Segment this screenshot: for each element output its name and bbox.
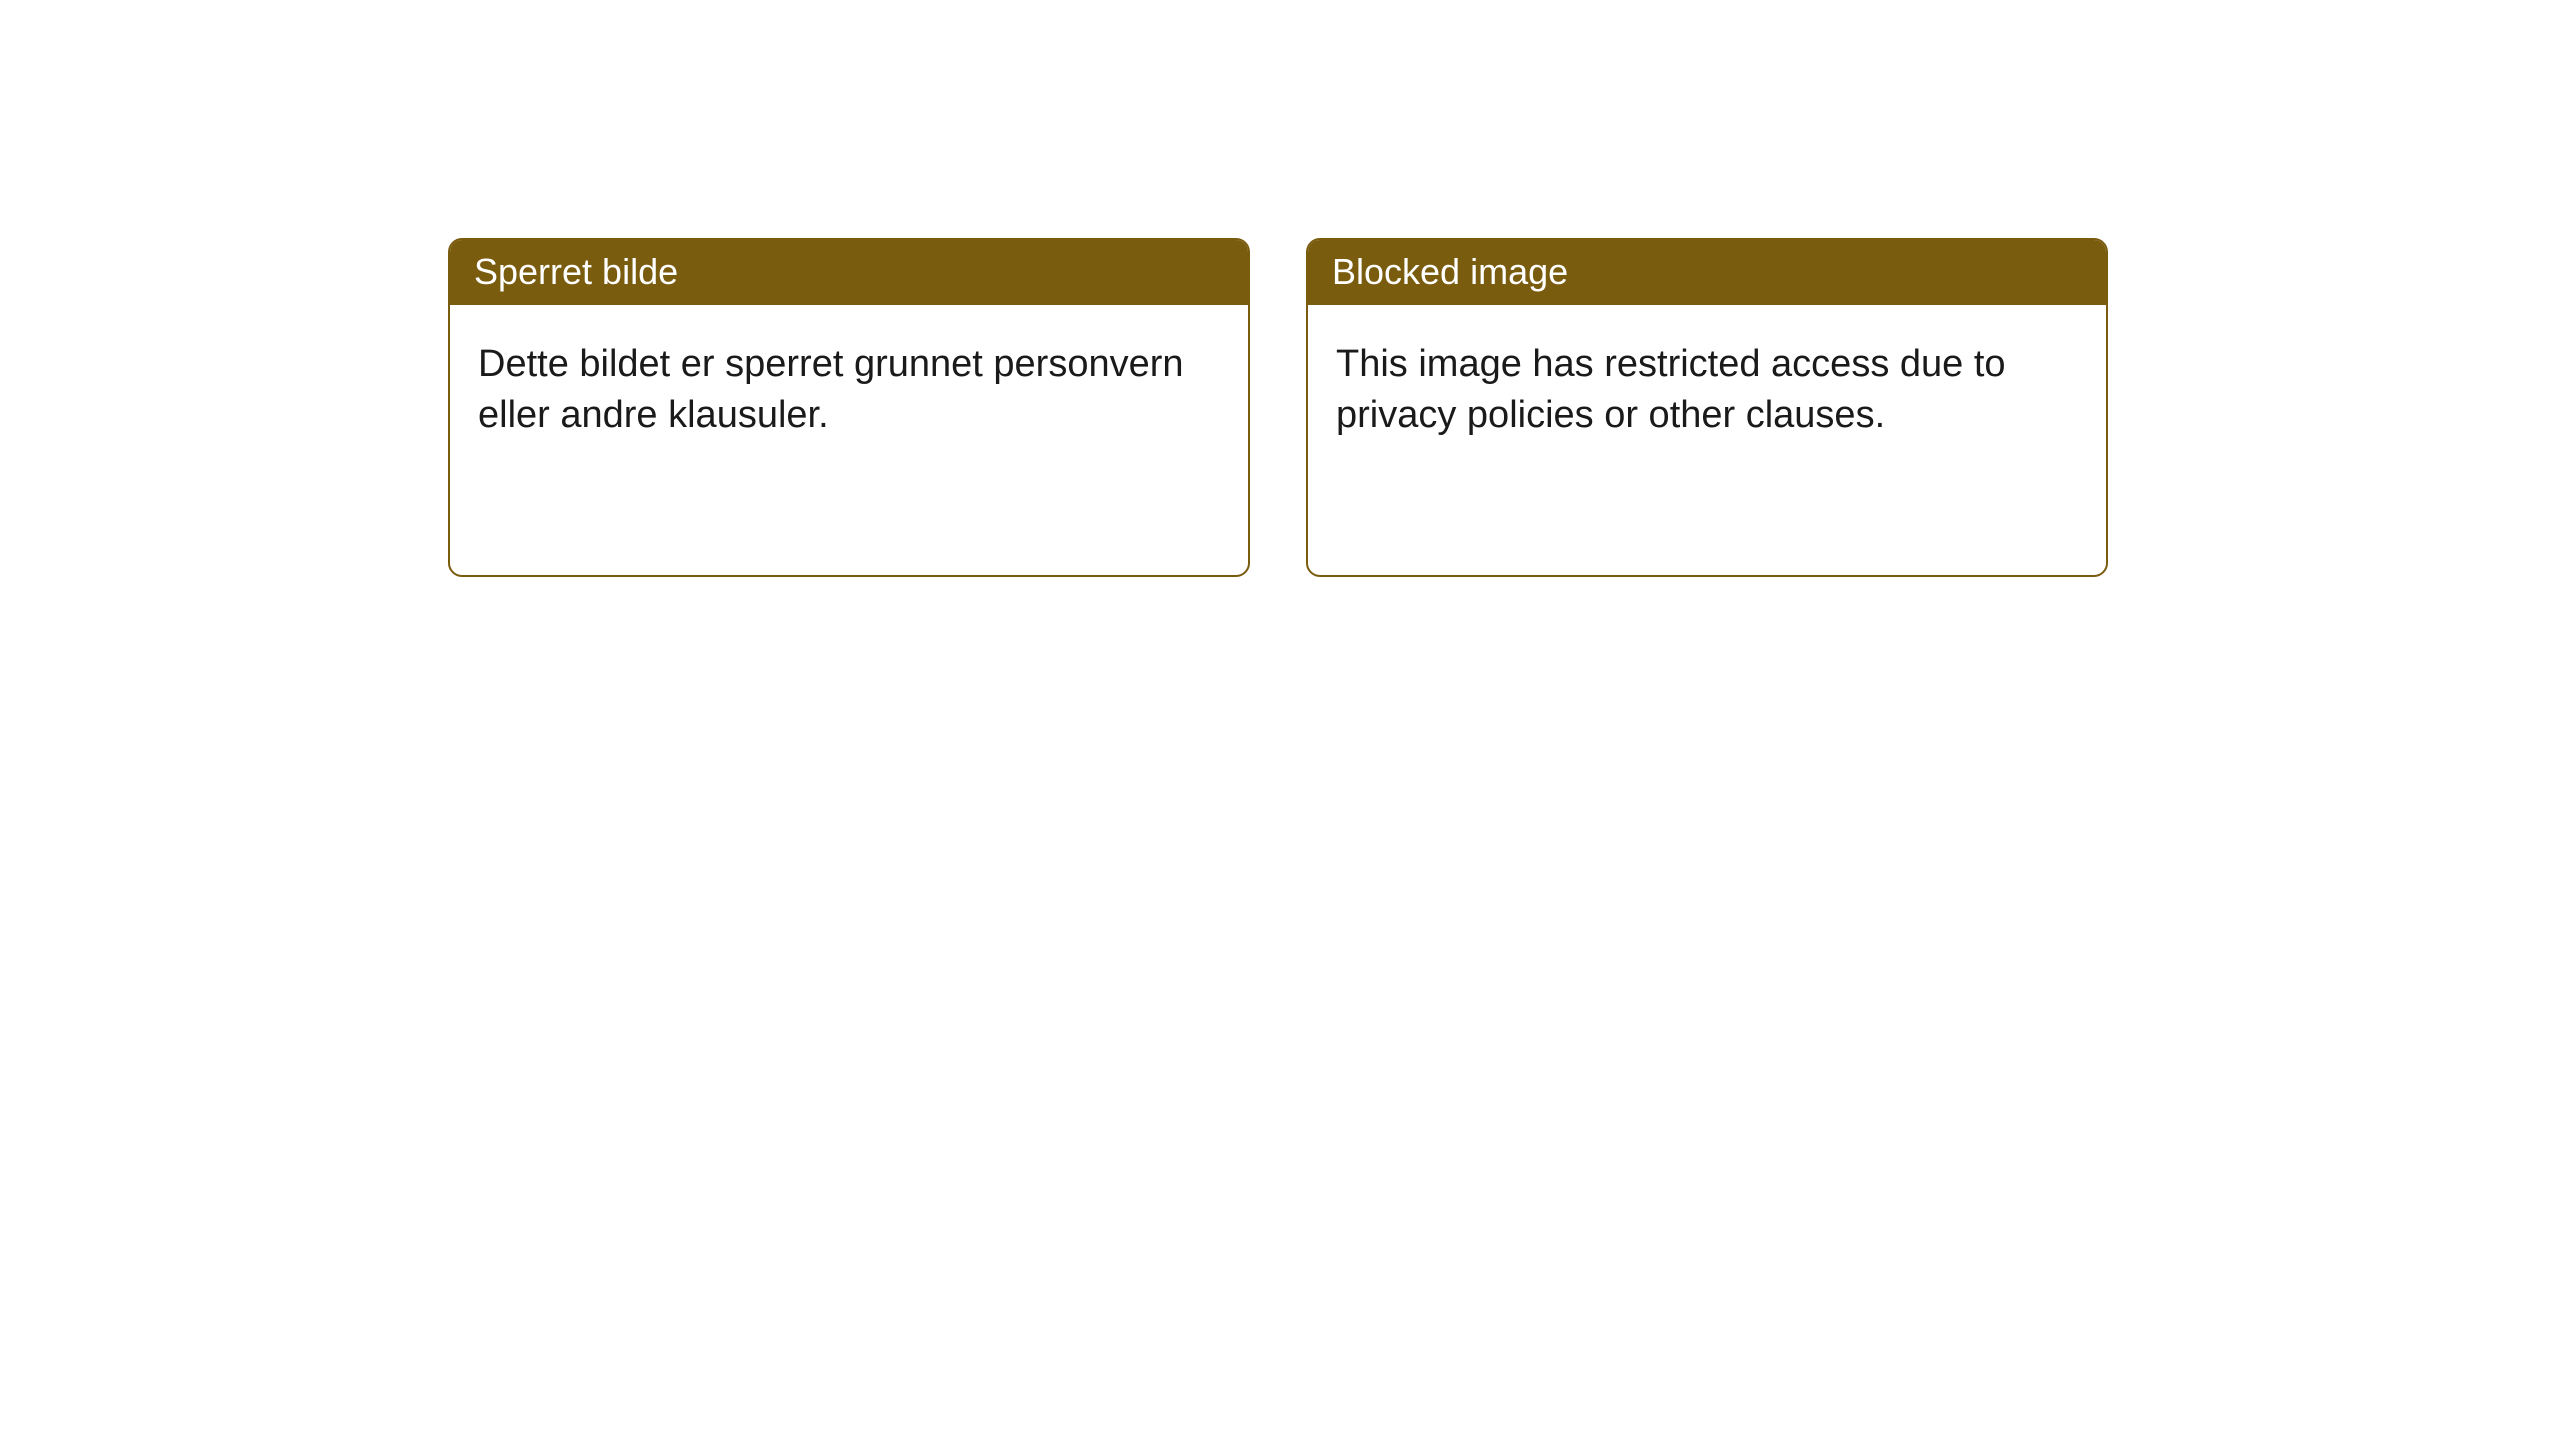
notice-title: Blocked image <box>1308 240 2106 305</box>
notice-card-english: Blocked image This image has restricted … <box>1306 238 2108 577</box>
notice-body-text: This image has restricted access due to … <box>1308 305 2106 575</box>
notice-title: Sperret bilde <box>450 240 1248 305</box>
notice-body-text: Dette bildet er sperret grunnet personve… <box>450 305 1248 575</box>
notice-card-norwegian: Sperret bilde Dette bildet er sperret gr… <box>448 238 1250 577</box>
notice-container: Sperret bilde Dette bildet er sperret gr… <box>0 0 2560 577</box>
